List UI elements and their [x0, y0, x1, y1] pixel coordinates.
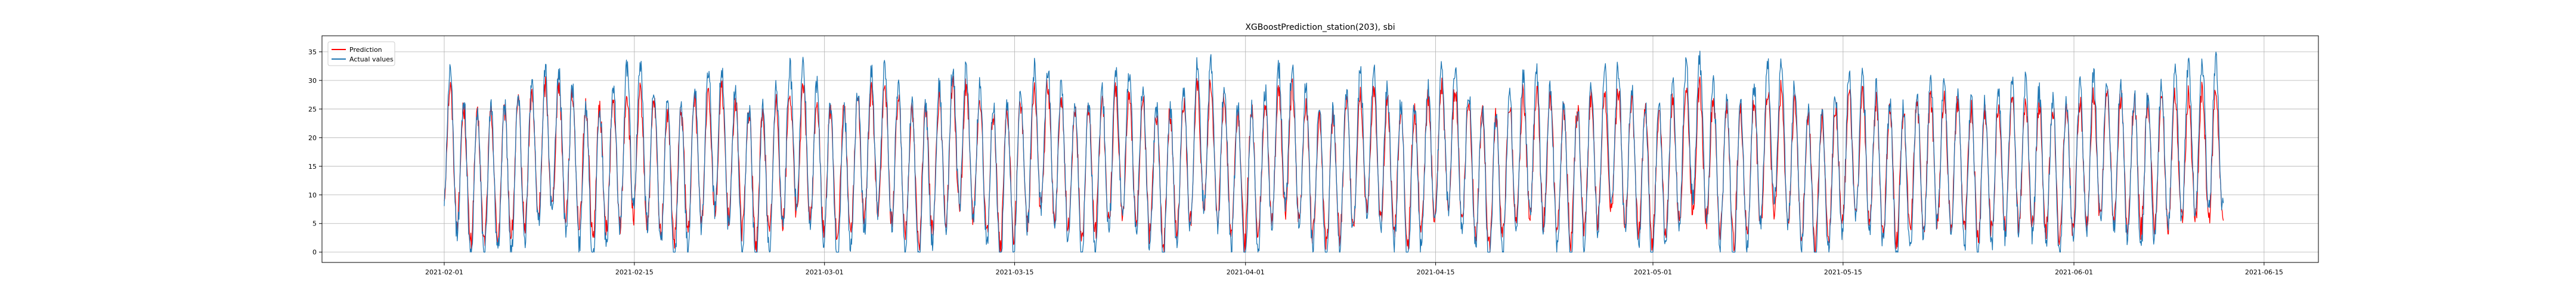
y-tick-label: 35: [308, 48, 317, 56]
x-tick-label: 2021-02-01: [425, 268, 463, 276]
legend: Prediction Actual values: [327, 41, 395, 66]
x-tick-label: 2021-06-15: [2245, 268, 2283, 276]
x-tick-label: 2021-06-01: [2055, 268, 2093, 276]
x-tick-label: 2021-04-01: [1227, 268, 1265, 276]
legend-label-prediction: Prediction: [349, 46, 382, 54]
y-tick-label: 10: [308, 191, 317, 199]
y-tick-label: 0: [312, 249, 317, 256]
grid-layer: [322, 36, 2318, 262]
legend-label-actual-values: Actual values: [349, 55, 394, 63]
series-line-actual-values: [444, 50, 2224, 253]
plot-frame: [321, 35, 2319, 263]
y-tick-label: 20: [308, 134, 317, 142]
x-tick-label: 2021-05-01: [1634, 268, 1672, 276]
axes-layer: 0 5 10 15 20 25 30 35 2021-02-01 2021-02-15 2021-0…: [308, 48, 2283, 276]
x-tick-label: 2021-03-01: [806, 268, 844, 276]
x-tick-label: 2021-03-15: [996, 268, 1034, 276]
y-tick-label: 15: [308, 163, 317, 171]
x-tick-label: 2021-04-15: [1417, 268, 1455, 276]
y-tick-label: 5: [312, 220, 317, 228]
x-tick-label: 2021-02-15: [615, 268, 654, 276]
x-tick-label: 2021-05-15: [1824, 268, 1862, 276]
y-tick-label: 25: [308, 106, 317, 113]
series-layer: [444, 50, 2224, 253]
chart-title: XGBoostPrediction_station(203), sbi: [1245, 23, 1395, 32]
y-tick-label: 30: [308, 77, 317, 85]
